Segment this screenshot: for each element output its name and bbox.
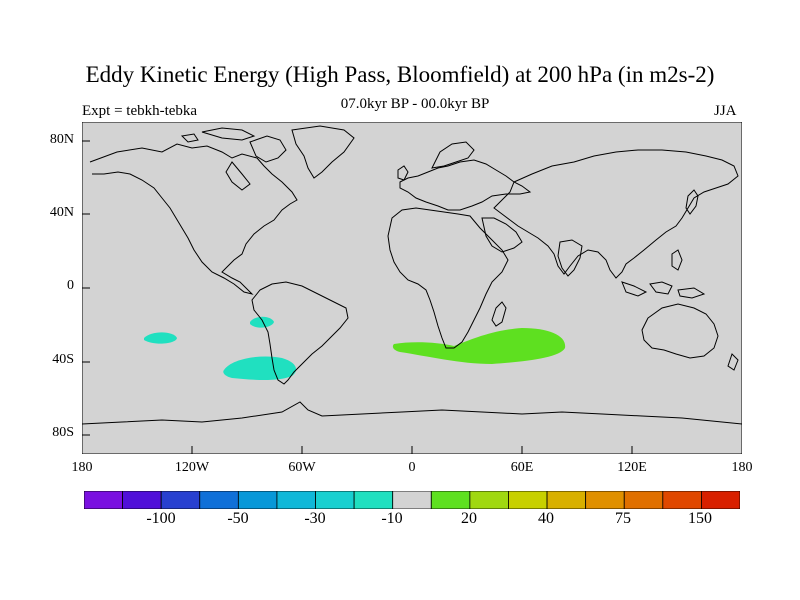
x-tick-label: 120W (174, 460, 210, 475)
coastline-arabia (481, 217, 523, 253)
x-tick-label: 180 (71, 460, 93, 475)
anomaly-patch-chile (250, 316, 274, 328)
colorbar-box (392, 491, 432, 509)
coastline-south-america (251, 281, 349, 385)
colorbar-box (546, 491, 587, 509)
y-tick-label: 0 (67, 278, 74, 293)
coastline-australia (641, 303, 719, 359)
coastline-britain (397, 165, 409, 181)
colorbar-box (701, 491, 740, 509)
colorbar-label: -50 (227, 510, 249, 527)
colorbar-label: -30 (304, 510, 326, 527)
colorbar-label: 20 (461, 510, 477, 527)
coastline-india (557, 239, 583, 277)
coastline-madagascar (491, 301, 507, 327)
coastline-greenland (291, 125, 355, 179)
colorbar-box (662, 491, 702, 509)
x-tick-label: 60E (510, 460, 534, 475)
chart-subtitle: 07.0kyr BP - 00.0kyr BP (340, 96, 490, 112)
coastline-asia (493, 149, 739, 279)
coastline-arctic-islands (180, 127, 256, 143)
coastline-new-zealand (727, 353, 739, 371)
coastline-philippines (671, 249, 683, 271)
map-background (82, 122, 742, 454)
coastline-indonesia (621, 281, 706, 299)
colorbar-label: -10 (381, 510, 403, 527)
world-map (82, 122, 742, 454)
coastlines (82, 125, 742, 425)
x-tick-label: 60W (288, 460, 316, 475)
coastline-japan (685, 189, 699, 215)
colorbar-box (585, 491, 625, 509)
anomaly-patch-south-pacific (144, 332, 177, 344)
colorbar-box (199, 491, 239, 509)
colorbar-label: -100 (146, 510, 176, 527)
colorbar-label: 150 (688, 510, 712, 527)
chart-title: Eddy Kinetic Energy (High Pass, Bloomfie… (85, 62, 715, 87)
anomaly-patch-indian-ocean (392, 328, 566, 364)
colorbar-box (122, 491, 162, 509)
coastline-antarctica (82, 401, 742, 425)
anomaly-patch-southeast-pacific (223, 356, 297, 380)
season-label: JJA (714, 103, 737, 119)
coastline-scandinavia (431, 141, 475, 169)
colorbar-box (469, 491, 509, 509)
colorbar-label: 40 (538, 510, 554, 527)
coastline-baffin (249, 135, 287, 163)
colorbar-label: 75 (615, 510, 631, 527)
colorbar-box (160, 491, 201, 509)
colorbar-box (84, 491, 123, 509)
colorbar-box (430, 491, 471, 509)
y-tick-label: 80N (49, 132, 74, 147)
colorbar-box (508, 491, 548, 509)
coastline-hudson-bay (225, 161, 251, 191)
colorbar-box (315, 491, 355, 509)
axis-ticks (82, 140, 633, 454)
x-tick-label: 120E (617, 460, 647, 475)
experiment-label: Expt = tebkh-tebka (82, 103, 198, 119)
x-tick-label: 180 (731, 460, 753, 475)
anomaly-layer (144, 316, 566, 380)
x-tick-label: 0 (408, 460, 416, 475)
coastline-europe (399, 159, 532, 211)
y-tick-label: 40S (52, 352, 74, 367)
coastline-africa (387, 207, 509, 349)
colorbar (84, 491, 740, 509)
y-tick-label: 80S (52, 425, 74, 440)
y-tick-label: 40N (49, 205, 74, 220)
colorbar-box (623, 491, 664, 509)
colorbar-box (353, 491, 394, 509)
colorbar-box (237, 491, 278, 509)
coastline-north-america (89, 143, 298, 295)
colorbar-box (276, 491, 316, 509)
